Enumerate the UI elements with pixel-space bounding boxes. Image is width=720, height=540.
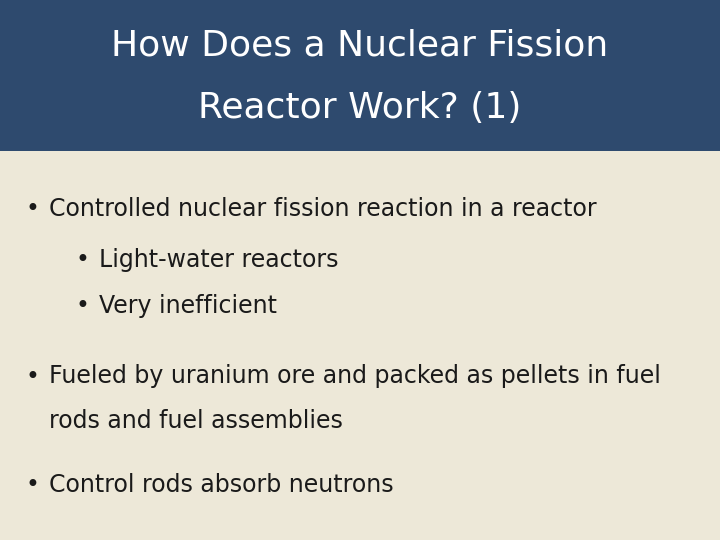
Text: Very inefficient: Very inefficient xyxy=(99,294,277,318)
Text: •: • xyxy=(76,248,90,272)
Bar xyxy=(0,0,720,151)
Text: Fueled by uranium ore and packed as pellets in fuel: Fueled by uranium ore and packed as pell… xyxy=(49,364,661,388)
Text: Light-water reactors: Light-water reactors xyxy=(99,248,339,272)
Text: rods and fuel assemblies: rods and fuel assemblies xyxy=(49,409,343,433)
Text: Controlled nuclear fission reaction in a reactor: Controlled nuclear fission reaction in a… xyxy=(49,197,597,221)
Text: •: • xyxy=(25,364,40,388)
Text: Control rods absorb neutrons: Control rods absorb neutrons xyxy=(49,472,394,496)
Text: •: • xyxy=(76,294,90,318)
Text: •: • xyxy=(25,197,40,221)
Text: Reactor Work? (1): Reactor Work? (1) xyxy=(198,91,522,125)
Text: •: • xyxy=(25,472,40,496)
Text: How Does a Nuclear Fission: How Does a Nuclear Fission xyxy=(112,29,608,63)
